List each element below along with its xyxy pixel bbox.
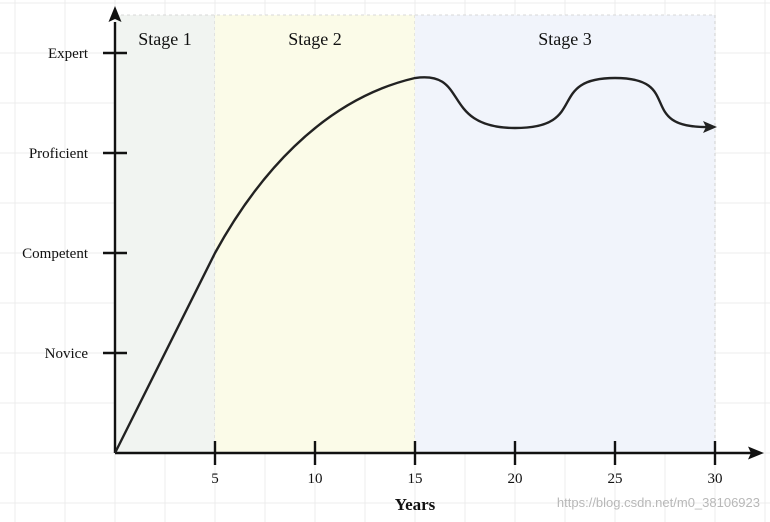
stage-band-1 xyxy=(115,15,215,453)
y-axis-arrowhead xyxy=(108,6,122,22)
x-tick-label: 20 xyxy=(508,471,523,487)
watermark: https://blog.csdn.net/m0_38106923 xyxy=(557,495,760,510)
y-tick-label-competent: Competent xyxy=(22,246,89,262)
y-tick-label-novice: Novice xyxy=(45,346,89,362)
expertise-curve xyxy=(113,76,709,454)
stage-band-3 xyxy=(415,15,715,453)
stage-label-3: Stage 3 xyxy=(538,29,592,49)
curve-arrowhead xyxy=(703,121,717,133)
axes xyxy=(108,6,764,460)
x-axis-title: Years xyxy=(395,495,436,514)
stage-bands xyxy=(115,14,716,453)
y-axis-ticks: Novice Competent Proficient Expert xyxy=(22,46,127,362)
stage-labels: Stage 1 Stage 2 Stage 3 xyxy=(138,29,592,49)
stage-band-2 xyxy=(215,15,415,453)
x-axis-arrowhead xyxy=(748,446,764,460)
stage-label-2: Stage 2 xyxy=(288,29,342,49)
x-tick-label: 10 xyxy=(308,471,323,487)
x-tick-label: 25 xyxy=(608,471,623,487)
x-tick-label: 30 xyxy=(708,471,723,487)
x-tick-label: 15 xyxy=(408,471,423,487)
x-axis-ticks: 5 10 15 20 25 30 xyxy=(211,441,723,487)
stage-label-1: Stage 1 xyxy=(138,29,192,49)
y-tick-label-proficient: Proficient xyxy=(29,146,89,162)
y-tick-label-expert: Expert xyxy=(48,46,89,62)
x-tick-label: 5 xyxy=(211,471,219,487)
